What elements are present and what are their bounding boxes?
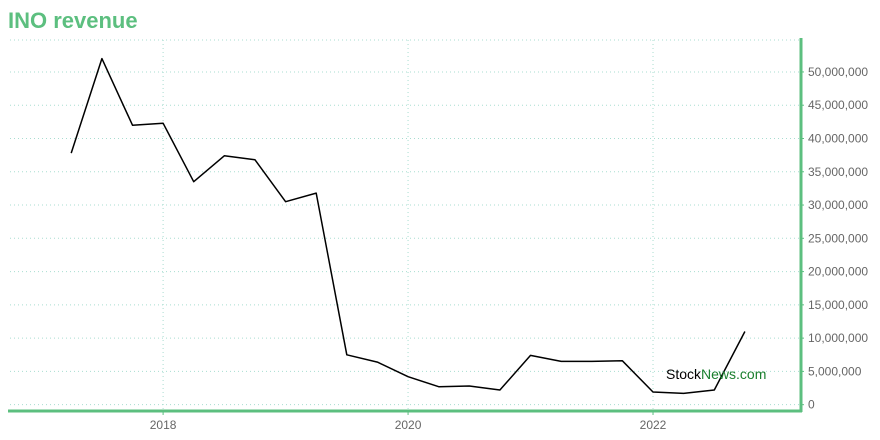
watermark: StockNews.com xyxy=(666,366,766,382)
y-tick-label: 0 xyxy=(808,398,815,412)
y-tick-label: 20,000,000 xyxy=(808,265,868,279)
axes xyxy=(8,38,804,415)
y-tick-label: 25,000,000 xyxy=(808,231,868,245)
x-tick-label: 2022 xyxy=(640,418,667,432)
y-tick-label: 35,000,000 xyxy=(808,165,868,179)
watermark-stock: Stock xyxy=(666,366,702,382)
series-layer xyxy=(70,57,746,395)
y-tick-label: 40,000,000 xyxy=(808,131,868,145)
y-tick-label: 15,000,000 xyxy=(808,298,868,312)
y-tick-label: 10,000,000 xyxy=(808,331,868,345)
watermark-com: .com xyxy=(736,366,766,382)
y-tick-label: 50,000,000 xyxy=(808,65,868,79)
grid-lines xyxy=(10,39,800,410)
watermark-news: News xyxy=(701,366,736,382)
revenue-series-line xyxy=(70,57,746,395)
x-tick-label: 2018 xyxy=(150,418,177,432)
x-tick-label: 2020 xyxy=(395,418,422,432)
y-tick-label: 30,000,000 xyxy=(808,198,868,212)
y-tick-label: 5,000,000 xyxy=(808,364,862,378)
tick-labels: 0 5,000,000 10,000,000 15,000,000 20,000,000… xyxy=(150,65,869,432)
chart-title: INO revenue xyxy=(8,8,138,33)
y-tick-label: 45,000,000 xyxy=(808,98,868,112)
